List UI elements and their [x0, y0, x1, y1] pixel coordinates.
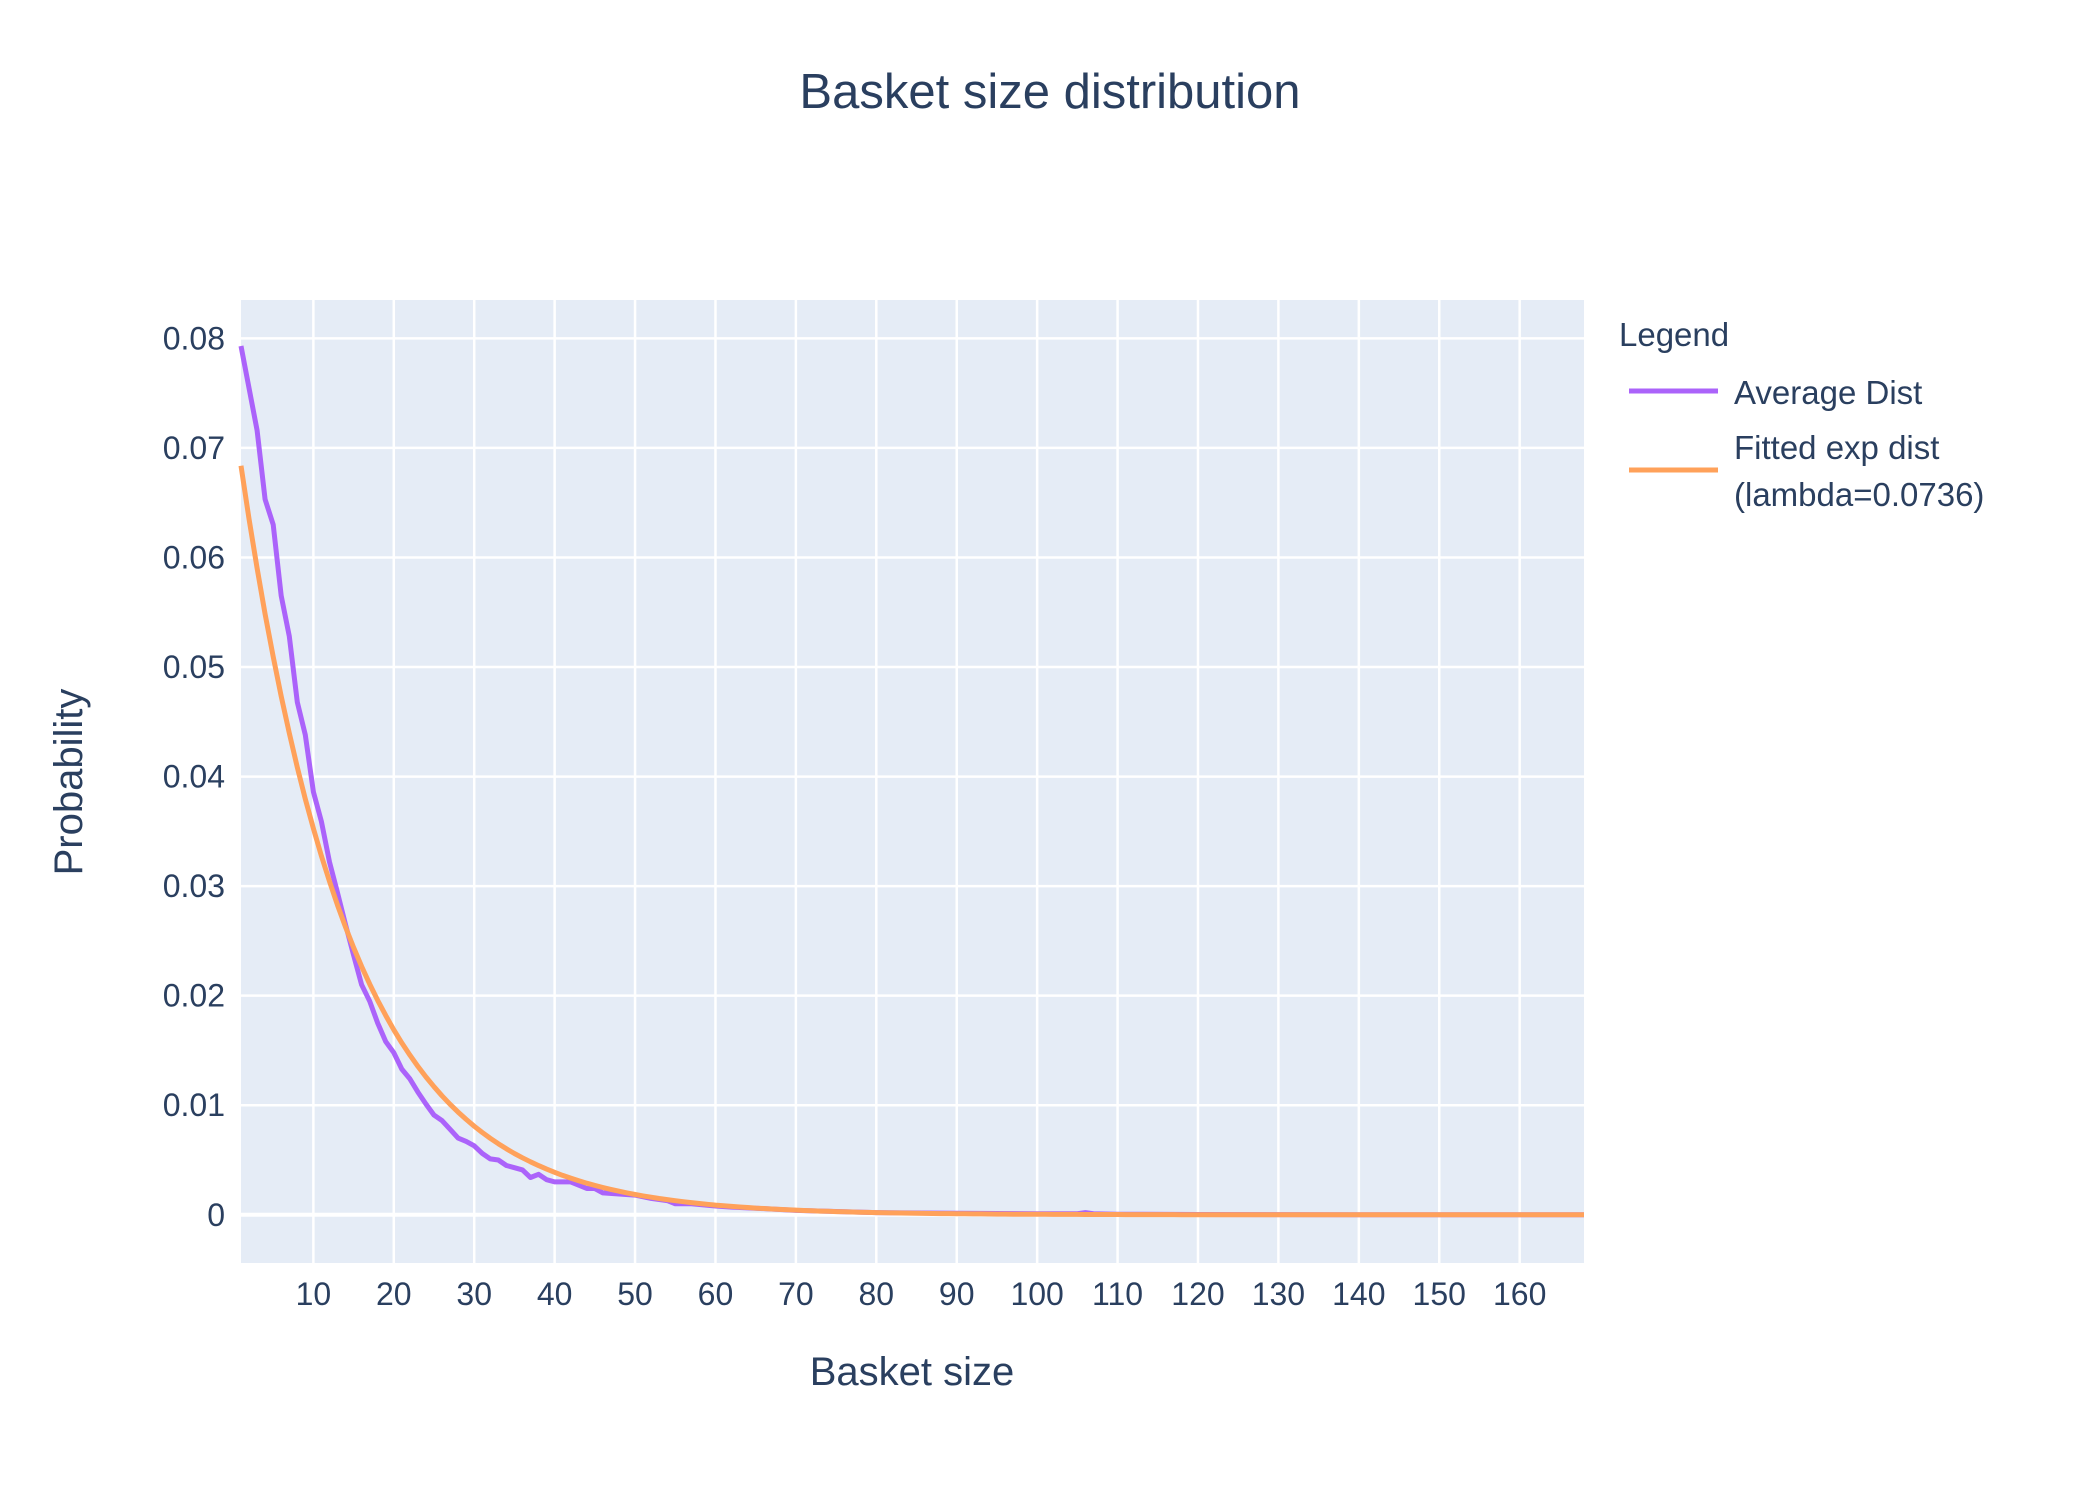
y-tick-label: 0.05 — [163, 649, 225, 685]
plot-background — [241, 300, 1584, 1263]
x-tick-label: 140 — [1332, 1276, 1385, 1312]
chart-title: Basket size distribution — [799, 65, 1300, 119]
x-tick-label: 100 — [1010, 1276, 1063, 1312]
y-tick-label: 0 — [207, 1197, 225, 1233]
x-tick-label: 130 — [1252, 1276, 1305, 1312]
x-tick-label: 60 — [698, 1276, 734, 1312]
y-tick-label: 0.08 — [163, 320, 225, 356]
x-tick-label: 40 — [537, 1276, 573, 1312]
y-tick-label: 0.03 — [163, 868, 225, 904]
x-tick-label: 80 — [859, 1276, 895, 1312]
y-axis-title: Probability — [47, 689, 91, 876]
x-tick-labels: 10 20 30 40 50 60 70 80 90 100 110 120 130 140 150 160 — [296, 1276, 1547, 1312]
y-tick-label: 0.01 — [163, 1087, 225, 1123]
legend: Legend Average Dist Fitted exp dist (lam… — [1619, 316, 1984, 513]
x-gridlines — [312, 300, 1521, 1263]
x-tick-label: 120 — [1171, 1276, 1224, 1312]
series-line-fitted-exp — [238, 465, 1584, 1218]
x-tick-label: 10 — [296, 1276, 332, 1312]
y-tick-label: 0.04 — [163, 759, 225, 795]
y-tick-label: 0.02 — [163, 978, 225, 1014]
x-tick-label: 30 — [456, 1276, 492, 1312]
x-tick-label: 160 — [1493, 1276, 1546, 1312]
legend-label-fitted-exp-lambda: (lambda=0.0736) — [1734, 476, 1984, 513]
y-tick-label: 0.06 — [163, 539, 225, 575]
x-tick-label: 20 — [376, 1276, 412, 1312]
legend-label-average-dist: Average Dist — [1734, 374, 1922, 411]
x-tick-label: 90 — [939, 1276, 975, 1312]
x-tick-label: 70 — [778, 1276, 814, 1312]
x-tick-label: 110 — [1092, 1276, 1143, 1312]
x-tick-label: 150 — [1413, 1276, 1466, 1312]
y-gridlines — [241, 337, 1584, 1217]
x-axis-title: Basket size — [810, 1350, 1015, 1394]
legend-label-fitted-exp: Fitted exp dist — [1734, 429, 1939, 466]
series-lines — [238, 345, 1584, 1218]
y-tick-label: 0.07 — [163, 430, 225, 466]
legend-title: Legend — [1619, 316, 1729, 353]
x-tick-label: 50 — [617, 1276, 653, 1312]
y-tick-labels: 0 0.01 0.02 0.03 0.04 0.05 0.06 0.07 0.08 — [163, 320, 225, 1232]
